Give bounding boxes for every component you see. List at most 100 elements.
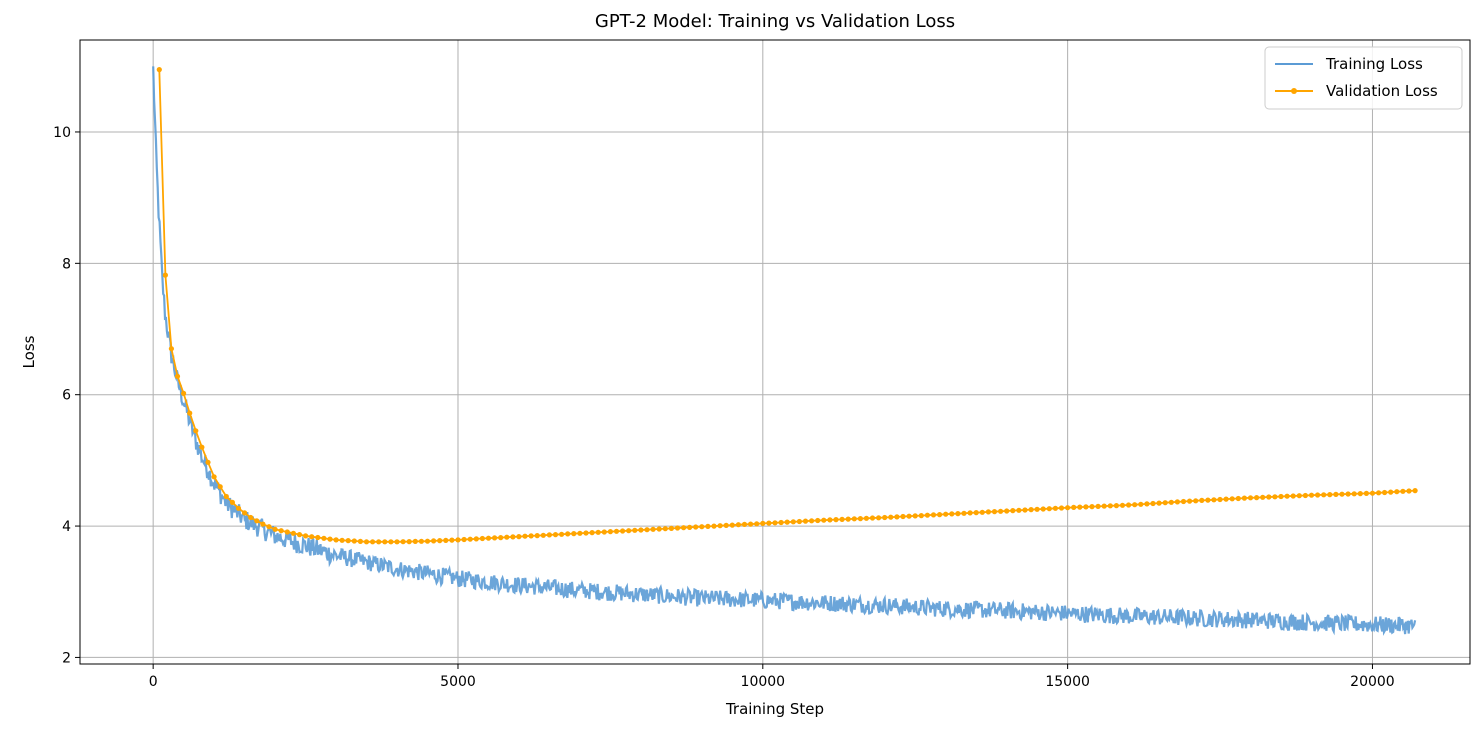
validation-loss-point — [784, 519, 790, 525]
validation-loss-point — [1046, 506, 1052, 512]
validation-loss-point — [717, 523, 723, 529]
validation-loss-point — [943, 511, 949, 517]
validation-loss-point — [1272, 494, 1278, 500]
validation-loss-point — [589, 530, 595, 536]
validation-loss-point — [504, 534, 510, 540]
validation-loss-point — [1388, 489, 1394, 495]
validation-loss-point — [412, 538, 418, 545]
validation-loss-point — [187, 410, 193, 416]
y-tick-label: 8 — [62, 256, 71, 272]
validation-loss-point — [1345, 491, 1351, 497]
validation-loss-point — [693, 524, 699, 530]
validation-loss-point — [1034, 506, 1040, 512]
validation-loss-point — [1119, 502, 1126, 508]
validation-loss-point — [1296, 493, 1302, 499]
validation-loss-point — [1126, 502, 1132, 508]
validation-loss-point — [248, 514, 254, 521]
training-loss-series — [152, 66, 1417, 636]
validation-loss-point — [260, 521, 266, 527]
validation-loss-point — [1028, 507, 1034, 513]
validation-loss-point — [1107, 503, 1113, 509]
validation-loss-point — [821, 517, 827, 523]
validation-loss-point — [1339, 491, 1345, 497]
validation-loss-point — [370, 539, 376, 545]
validation-loss-point — [242, 510, 248, 516]
validation-loss-point — [565, 531, 571, 537]
validation-loss-point — [1260, 494, 1266, 500]
validation-loss-point — [266, 524, 272, 530]
x-axis-ticks: 0 5000 10000 15000 20000 — [149, 664, 1395, 690]
validation-loss-point — [638, 527, 644, 533]
validation-loss-point — [1315, 492, 1321, 498]
validation-loss-point — [1052, 505, 1058, 511]
validation-loss-point — [772, 520, 778, 526]
validation-loss-point — [998, 508, 1004, 514]
validation-loss-point — [595, 529, 601, 535]
validation-loss-point — [741, 521, 748, 528]
validation-loss-point — [766, 520, 772, 526]
validation-loss-point — [1144, 501, 1150, 507]
validation-loss-point — [973, 509, 979, 516]
validation-loss-point — [1211, 497, 1217, 503]
validation-loss-point — [620, 528, 626, 534]
validation-loss-point — [1205, 497, 1211, 503]
validation-loss-point — [327, 536, 333, 542]
validation-loss-point — [705, 523, 711, 530]
validation-loss-point — [967, 510, 973, 516]
validation-loss-point — [1022, 507, 1028, 513]
validation-loss-point — [534, 533, 540, 539]
validation-loss-point — [351, 538, 357, 544]
validation-loss-point — [979, 509, 985, 515]
x-tick-label: 5000 — [440, 674, 476, 690]
grid-lines — [80, 40, 1470, 664]
validation-loss-point — [1180, 498, 1187, 505]
validation-loss-point — [876, 515, 882, 521]
validation-loss-point — [601, 529, 607, 535]
validation-loss-point — [272, 526, 278, 532]
validation-loss-point — [235, 505, 242, 511]
validation-loss-point — [540, 532, 546, 538]
validation-loss-point — [168, 346, 174, 352]
validation-loss-point — [400, 539, 406, 545]
validation-loss-point — [662, 526, 668, 532]
validation-loss-point — [284, 529, 290, 535]
x-axis-label: Training Step — [725, 700, 824, 718]
validation-loss-point — [583, 530, 589, 536]
validation-loss-point — [802, 518, 809, 524]
validation-loss-point — [839, 516, 845, 523]
validation-loss-point — [1016, 507, 1022, 513]
validation-loss-point — [467, 536, 473, 542]
validation-loss-point — [376, 539, 382, 545]
validation-loss-point — [485, 535, 492, 541]
validation-loss-point — [1089, 504, 1095, 510]
validation-loss-point — [431, 538, 437, 544]
validation-loss-point — [1235, 495, 1241, 502]
validation-loss-point — [1333, 491, 1339, 497]
validation-loss-point — [687, 524, 693, 531]
validation-loss-point — [571, 531, 577, 537]
validation-loss-point — [1065, 505, 1071, 511]
validation-loss-point — [437, 538, 443, 544]
validation-loss-point — [668, 525, 675, 532]
y-axis-ticks: 2 4 6 8 10 — [53, 125, 80, 666]
validation-loss-point — [473, 536, 479, 542]
validation-loss-point — [729, 522, 735, 528]
validation-loss-point — [894, 514, 900, 520]
validation-loss-point — [882, 514, 888, 521]
validation-loss-point — [1071, 504, 1077, 510]
validation-loss-point — [382, 539, 388, 545]
x-tick-label: 20000 — [1350, 674, 1395, 690]
validation-loss-point — [1193, 498, 1199, 504]
validation-loss-point — [723, 522, 729, 529]
validation-loss-point — [1187, 498, 1193, 504]
legend-entry-label: Training Loss — [1325, 55, 1423, 73]
x-tick-label: 10000 — [741, 674, 786, 690]
validation-loss-point — [510, 534, 516, 540]
validation-loss-point — [1302, 492, 1308, 499]
validation-loss-point — [546, 532, 553, 538]
validation-loss-point — [577, 530, 583, 536]
y-tick-label: 6 — [62, 388, 71, 404]
validation-loss-point — [1095, 503, 1101, 509]
validation-loss-series — [156, 67, 1418, 545]
validation-loss-point — [1247, 495, 1254, 501]
